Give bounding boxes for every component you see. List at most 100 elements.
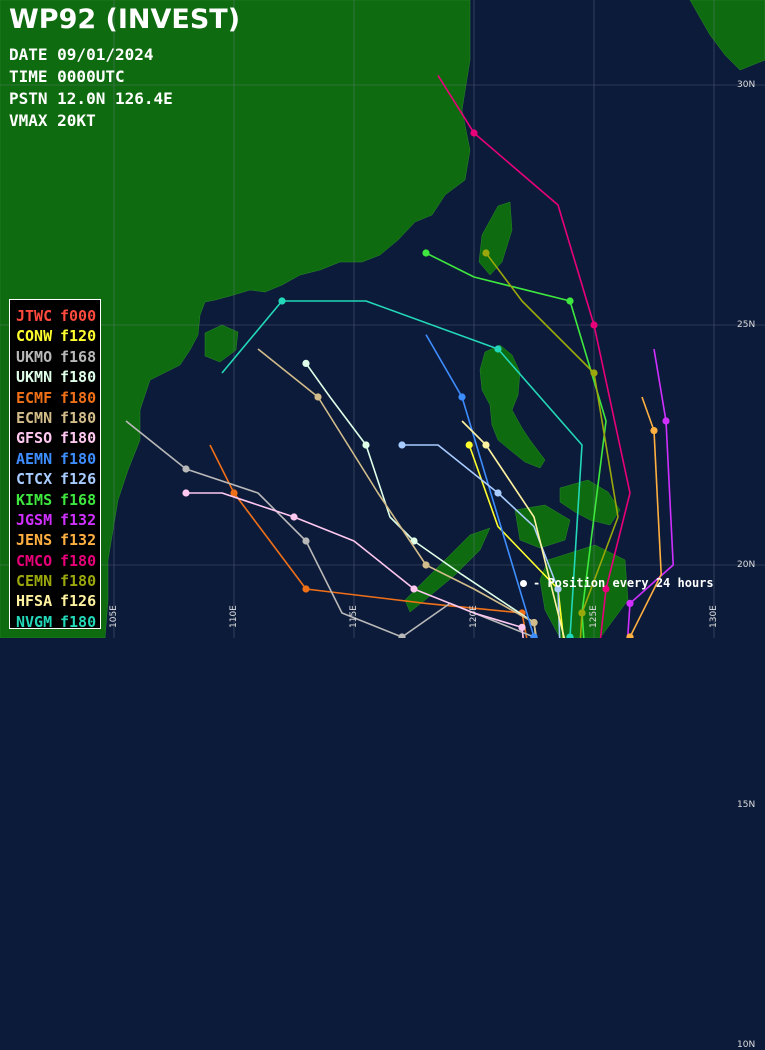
legend-forecast-hour: f126: [60, 470, 97, 489]
lat-lon-grid: [0, 0, 765, 638]
track-nvgm: [221, 300, 583, 638]
legend-forecast-hour: f180: [60, 612, 97, 631]
position-dot-ecmn: [530, 619, 538, 627]
legend-model-code: CEMN: [16, 572, 53, 591]
position-dot-cemn: [578, 609, 586, 617]
legend-row-aemn: AEMN f180: [16, 449, 100, 469]
legend-forecast-hour: f000: [60, 307, 97, 325]
position-dot-aemn: [530, 633, 538, 638]
legend-row-kims: KIMS f168: [16, 490, 100, 510]
position-dot-ctcx: [494, 489, 502, 497]
latitude-label: 25N: [737, 320, 756, 330]
track-ukmo: [125, 420, 535, 638]
position-dot-ukmo: [398, 633, 406, 638]
legend-forecast-hour: f180: [60, 572, 97, 591]
position-dot-cemn: [590, 369, 598, 377]
track-cemn: [485, 252, 619, 638]
position-dot-cmco: [590, 321, 598, 329]
position-readout: PSTN 12.0N 126.4E: [9, 89, 173, 108]
legend-row-ukmn: UKMN f180: [16, 367, 100, 387]
legend-row-ecmn: ECMN f180: [16, 408, 100, 428]
track-cmco: [437, 74, 631, 638]
legend-forecast-hour: f132: [60, 510, 97, 529]
position-dot-aemn: [458, 393, 466, 401]
track-map: [0, 0, 765, 638]
position-dot-nvgm: [494, 345, 502, 353]
legend-forecast-hour: f180: [60, 429, 97, 448]
position-dot-kims: [566, 297, 574, 305]
position-note: - Position every 24 hours: [520, 576, 714, 590]
forecast-tracks: [125, 74, 675, 638]
position-dot-cmco: [602, 585, 610, 593]
legend-forecast-hour: f168: [60, 347, 97, 366]
legend-row-gfso: GFSO f180: [16, 428, 100, 448]
palawan: [404, 527, 491, 613]
legend-model-code: UKMN: [16, 368, 53, 387]
legend-row-jgsm: JGSM f132: [16, 510, 100, 530]
legend-row-conw: CONW f120: [16, 326, 100, 346]
legend-row-cemn: CEMN f180: [16, 571, 100, 591]
track-ecmf: [209, 444, 528, 638]
position-dot-nvgm: [278, 297, 286, 305]
latitude-label: 10N: [737, 1040, 756, 1050]
korea-japan: [689, 0, 765, 71]
legend-model-code: JTWC: [16, 307, 53, 325]
legend-forecast-hour: f180: [60, 449, 97, 468]
position-dot-conw: [465, 441, 473, 449]
legend-model-code: ECMN: [16, 408, 53, 427]
longitude-label: 120E: [469, 605, 479, 628]
track-ctcx: [402, 444, 561, 638]
latitude-label: 15N: [737, 800, 756, 810]
track-hfsa: [461, 420, 566, 638]
legend-row-ukmo: UKMO f168: [16, 347, 100, 367]
storm-title: WP92 (INVEST): [9, 4, 241, 35]
legend-row-nvgm: NVGM f180: [16, 612, 100, 632]
model-legend: JTWC f000 CONW f120 UKMO f168 UKMN f180 ECMF f180…: [9, 299, 101, 632]
position-dot-jens: [650, 427, 658, 435]
time-readout: TIME 0000UTC: [9, 67, 125, 86]
central-islands: [514, 504, 571, 549]
position-dot-cmco: [470, 129, 478, 137]
longitude-label: 125E: [589, 605, 599, 628]
legend-forecast-hour: f180: [60, 388, 97, 407]
legend-forecast-hour: f180: [60, 368, 97, 387]
legend-row-jtwc: JTWC f000: [16, 306, 100, 326]
position-dot-ukmn: [362, 441, 370, 449]
longitude-label: 130E: [709, 605, 719, 628]
position-dot-ctcx: [398, 441, 406, 449]
legend-model-code: CMCO: [16, 551, 53, 570]
position-dot-ecmf: [230, 489, 238, 497]
longitude-label: 105E: [109, 605, 119, 628]
legend-model-code: GFSO: [16, 429, 53, 448]
legend-model-code: NVGM: [16, 612, 53, 631]
position-dot-jgsm: [626, 599, 634, 608]
track-jgsm: [626, 348, 675, 638]
track-kims: [425, 252, 607, 638]
position-dot-ukmo: [302, 537, 310, 545]
position-note-text: - Position every 24 hours: [533, 576, 714, 590]
legend-model-code: ECMF: [16, 388, 53, 407]
legend-model-code: KIMS: [16, 490, 53, 509]
position-dot-jgsm: [662, 417, 670, 425]
legend-forecast-hour: f120: [60, 327, 97, 346]
position-dot-ukmn: [410, 537, 418, 545]
legend-row-cmco: CMCO f180: [16, 551, 100, 571]
taiwan: [478, 201, 513, 276]
legend-row-jens: JENS f132: [16, 530, 100, 550]
legend-row-hfsa: HFSA f126: [16, 591, 100, 611]
position-dot-ukmo: [182, 465, 190, 473]
track-ecmn: [257, 348, 538, 638]
position-dot-gfso: [410, 585, 418, 593]
position-dot-ctcx: [554, 585, 562, 593]
legend-forecast-hour: f180: [60, 408, 97, 427]
position-dot-gfso: [182, 489, 190, 497]
legend-model-code: JGSM: [16, 510, 53, 529]
position-dot-nvgm: [566, 633, 574, 638]
legend-forecast-hour: f168: [60, 490, 97, 509]
legend-forecast-hour: f180: [60, 551, 97, 570]
longitude-label: 110E: [229, 605, 239, 628]
legend-model-code: HFSA: [16, 592, 53, 611]
legend-forecast-hour: f132: [60, 531, 97, 550]
land-masses: [0, 0, 765, 638]
position-dot-gfso: [290, 513, 298, 521]
